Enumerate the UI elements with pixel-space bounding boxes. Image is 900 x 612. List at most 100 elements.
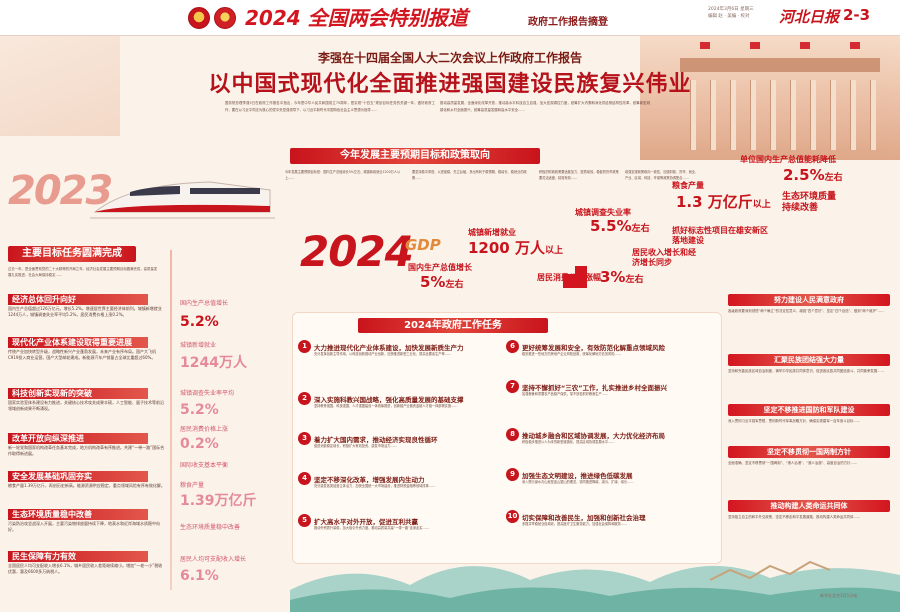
anticipated-paragraph: 增强宏观政策取向一致性，加强财政、货币、就业、产业、区域、科技、环保等政策协调配… [625,170,699,180]
intro-paragraph: 推动高质量发展，全面深化改革开放，推动高水平科技自立自强，加大宏观调控力度，统筹… [440,101,650,112]
anticipated-paragraph: 积极的财政政策要适度加力、提质增效。稳健的货币政策要灵活适度、精准有效…… [539,170,619,180]
section-text: 粮食产量1.39万亿斤，再创历史新高。能源资源供应稳定，重点领域风险有序有效化解… [8,483,165,488]
party-emblem-icon [214,7,236,29]
task-heading: 扩大高水平对外开放，促进互利共赢 [314,518,418,526]
timeline-label: 粮食产量 [180,482,205,489]
task-heading: 加强生态文明建设，推进绿色低碳发展 [522,472,633,480]
task-body: 坚持教育强国、科技强国、人才强国建设一体统筹推进，创新链产业链资金链人才链一体部… [314,404,458,408]
right-section-title: 努力建设人民满意政府 [728,294,890,306]
banner-subtitle: 政府工作报告摘登 [528,17,608,28]
anticipated-targets-header: 今年发展主要预期目标和政策取向 [290,148,540,164]
energy-label: 单位国内生产总值能耗降低 [740,155,836,164]
task-heading: 着力扩大国内需求，推动经济实现良性循环 [314,436,438,444]
eco-target: 生态环境质量持续改善 [782,192,837,213]
gdp-growth-label: 国内生产总值增长 [408,263,472,272]
task-body: 充分激发各类经营主体活力，加快全国统一大市场建设，推进财税金融等领域改革…… [314,484,436,488]
high-speed-train-icon [90,181,275,219]
timeline-value: 0.2% [180,436,219,452]
timeline-label: 居民消费价格上涨 [180,426,229,433]
timeline-label: 居民人均可支配收入增长 [180,556,247,563]
section-text: 国家实验室体系建设有力推进，关键核心技术攻关成果丰硕，人工智能、量子技术等前沿领… [8,400,164,412]
task-number: 7 [506,380,519,393]
timeline-value: 5.2% [180,402,219,418]
section-text: 全国居民人均可支配收入增长6.1%，城乡居民收入差距继续缩小。增加“一老一小”税… [8,563,163,575]
great-hall-illustration [640,36,900,160]
tasks-header: 2024年政府工作任务 [358,318,548,333]
section-title: 安全发展基础巩固夯实 [8,471,148,482]
right-section-text: 坚持独立自主的和平外交政策，坚定不移走和平发展道路，推动构建人类命运共同体…… [728,515,861,519]
section-title: 现代化产业体系建设取得重要进展 [8,337,148,348]
task-body: 充分发挥创新主导作用，以科技创新推动产业创新，加快推进新型工业化，提高全要素生产… [314,352,452,356]
hall-illustration-left [0,36,120,136]
timeline-value: 1244万人 [180,355,247,371]
timeline-value: 5.2% [180,314,219,330]
year-2024-label: 2024 [300,227,414,276]
task-body: 深入践行绿水青山就是金山银山的理念，协同推进降碳、减污、扩绿、增长…… [522,480,634,484]
timeline-label: 国内生产总值增长 [180,300,229,307]
timeline-label: 国际收支基本平衡 [180,462,229,469]
section-title: 科技创新实现新的突破 [8,388,148,399]
income-target: 居民收入增长和经济增长同步 [632,248,696,267]
timeline-line [170,250,172,590]
section-title: 生态环境质量稳中改善 [8,509,148,520]
banner-title: 2024 全国两会特别报道 [245,6,468,30]
gdp-growth-value: 5%左右 [420,273,464,291]
right-section-text: 各级政府要深刻领悟“两个确立”的决定性意义，增强“四个意识”、坚定“四个自信”、… [728,309,885,313]
grain-label: 粮食产量 [672,181,704,190]
xiongan-target: 抓好标志性项目在雄安新区落地建设 [672,226,768,245]
timeline-label: 生态环境质量稳中改善 [180,524,241,531]
grain-value: 1.3 万亿斤以上 [676,193,771,211]
unemployment-value: 5.5%左右 [590,217,650,235]
energy-value: 2.5%左右 [783,166,843,184]
headline-subtitle: 李强在十四届全国人大二次会议上作政府工作报告 [317,51,582,65]
landscape-illustration [290,560,900,612]
task-heading: 深入实施科教兴国战略，强化高质量发展的基础支撑 [314,396,464,404]
right-section-text: 全面准确、坚定不移贯彻“一国两制”、“港人治港”、“澳人治澳”、高度自治的方针…… [728,461,858,465]
jobs-label: 城镇新增就业 [468,228,516,237]
page-number: 2-3 [843,6,871,24]
task-body: 积极稳步推进以人为本的新型城镇化，提高区域协调发展水平…… [522,440,615,444]
section-text: 传统产业加快转型升级，战略性新兴产业蓬勃发展，未来产业有序布局。国产大飞机C91… [8,349,156,361]
top-banner: 2024 全国两会特别报道 政府工作报告摘登 2024年3月6日 星期三 编辑 … [0,0,900,36]
anticipated-paragraph: 要坚持稳中求进、以进促稳、先立后破，多出有利于稳预期、稳增长、稳就业的政策…… [412,170,527,180]
headline-title: 以中国式现代化全面推进强国建设民族复兴伟业 [208,72,692,97]
banner-meta: 2024年3月6日 星期三 编辑 赵 · 美编 · 校对 [708,6,754,20]
task-number: 5 [298,514,311,527]
task-body: 稳妥推进一些地方的房地产企业风险处置，统筹化解地方债务风险…… [522,352,621,356]
task-body: 加强粮食和重要农产品稳产保供，毫不放松抓好粮食生产…… [522,392,609,396]
task-number: 1 [298,340,311,353]
main-targets-header: 主要目标任务圆满完成 [8,246,136,262]
intro-paragraph: 国务院总理李强5日在政府工作报告中指出，今年是中华人民共和国成立75周年，是实现… [225,101,435,112]
task-number: 10 [506,510,519,523]
cpi-value: 3%左右 [600,268,644,286]
task-heading: 更好统筹发展和安全，有效防范化解重点领域风险 [522,344,665,352]
timeline-label: 城镇调查失业率平均 [180,390,235,397]
section-text: 国内生产总值超过126万亿元，增长5.2%，增速居世界主要经济体前列。城镇新增就… [8,306,162,318]
banner-meta-line1: 2024年3月6日 星期三 [708,7,754,12]
national-emblem-icon [188,7,210,29]
task-heading: 大力推进现代化产业体系建设，加快发展新质生产力 [314,344,464,352]
task-heading: 坚持不懈抓好“三农”工作，扎实推进乡村全面振兴 [522,384,668,392]
task-number: 8 [506,428,519,441]
right-section-title: 坚定不移推进国防和军队建设 [728,404,890,416]
unemployment-label: 城镇调查失业率 [575,208,631,217]
section-text: 污染防治攻坚战深入开展，主要污染物排放量持续下降，地表水和近岸海域水质稳中向好。 [8,521,160,533]
right-section-title: 推动构建人类命运共同体 [728,500,890,512]
task-heading: 坚定不移深化改革，增强发展内生动力 [314,476,425,484]
task-number: 6 [506,340,519,353]
section-text: 新一轮党和国家机构改革任务基本完成，地方机构改革有序推进。共建“一带一路”国际合… [8,445,165,457]
anticipated-paragraph: 今年发展主要预期目标是：国内生产总值增长5%左右；城镇新增就业1200万人以上…… [285,170,401,180]
year-2023-label: 2023 [8,168,113,214]
right-section-text: 深入贯彻习近平强军思想，贯彻新时代军事战略方针，确保实现建军一百年奋斗目标…… [728,419,861,423]
paper-name: 河北日报 [779,8,840,26]
timeline-label: 城镇新增就业 [180,342,217,349]
right-section-text: 坚持和完善民族区域自治制度，铸牢中华民族共同体意识，促进各民族共同团结奋斗、共同… [728,369,884,373]
task-number: 3 [298,432,311,445]
banner-meta-line2: 编辑 赵 · 美编 · 校对 [708,14,750,19]
gdp-tag: GDP [405,236,441,254]
section-title: 经济总体回升向好 [8,294,148,305]
section-title: 民生保障有力有效 [8,551,148,562]
right-section-title: 坚定不移贯彻一国两制方针 [728,446,890,458]
task-heading: 切实保障和改善民生，加强和创新社会治理 [522,514,646,522]
